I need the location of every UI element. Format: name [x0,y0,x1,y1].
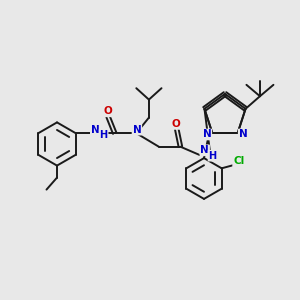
Text: H: H [100,130,108,140]
Text: O: O [103,106,112,116]
Text: N: N [200,145,209,155]
Text: Cl: Cl [233,156,244,167]
Text: O: O [172,119,181,129]
Text: N: N [91,124,100,135]
Text: N: N [239,130,248,140]
Text: H: H [208,151,217,161]
Text: N: N [202,130,211,140]
Text: N: N [133,124,141,135]
